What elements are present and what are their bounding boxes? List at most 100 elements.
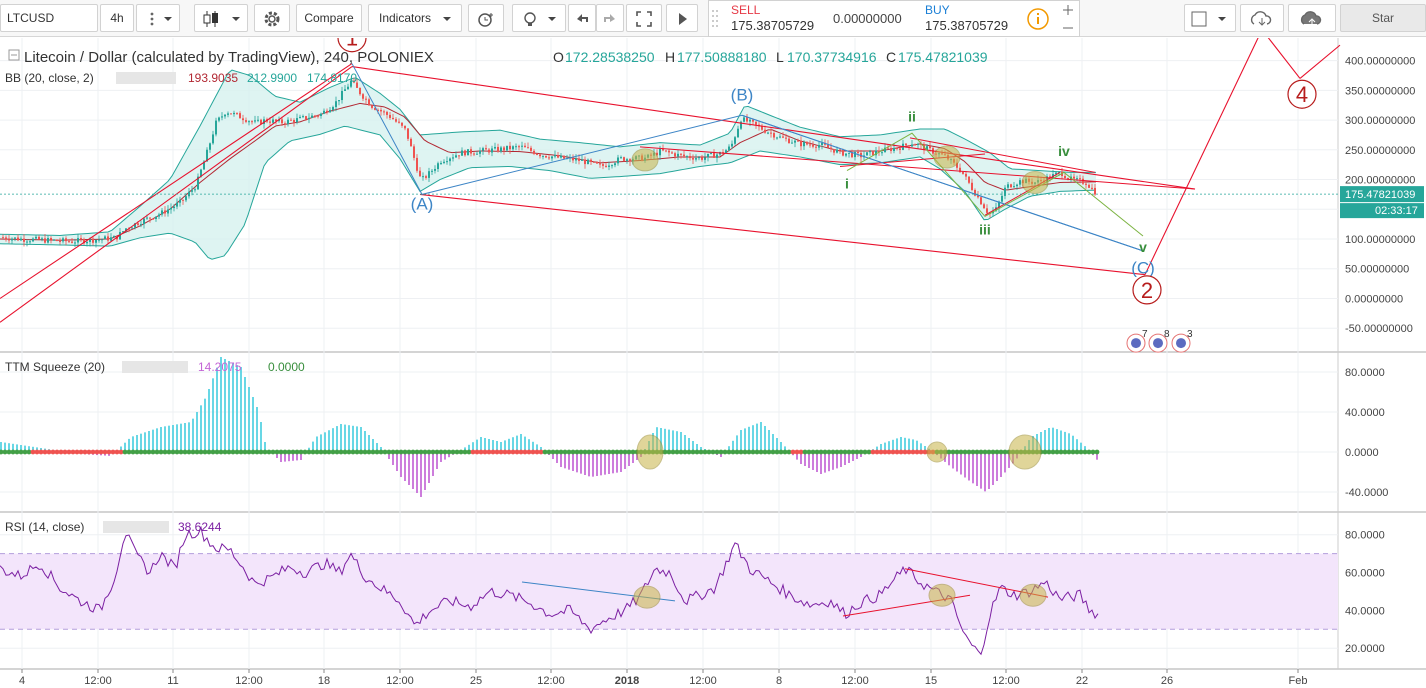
squeeze-dot	[534, 449, 540, 455]
candle-body	[437, 163, 439, 170]
wave-label[interactable]: 4	[1296, 82, 1308, 107]
wave-label[interactable]: 2	[1141, 278, 1153, 303]
candle-body	[842, 149, 844, 156]
ttm-bar	[1004, 452, 1006, 473]
wave-label[interactable]: (B)	[731, 85, 754, 104]
squeeze-dot	[978, 449, 984, 455]
highlight-ellipse[interactable]	[636, 434, 664, 470]
ttm-bar	[440, 452, 442, 462]
indicators-button[interactable]: Indicators	[368, 4, 462, 32]
highlight-ellipse[interactable]	[631, 148, 659, 172]
squeeze-dot	[218, 449, 224, 455]
rsi-legend-buttons[interactable]	[103, 521, 169, 533]
candle-body	[551, 156, 553, 159]
chart-style-button[interactable]	[194, 4, 248, 32]
candle-body	[23, 238, 25, 242]
ttm-bar	[504, 440, 506, 452]
undo-button[interactable]	[568, 4, 596, 32]
buy-button[interactable]: BUY 175.38705729	[915, 1, 1021, 36]
wave-label[interactable]: iv	[1058, 143, 1070, 159]
highlight-ellipse[interactable]	[1019, 583, 1047, 607]
highlight-ellipse[interactable]	[928, 583, 956, 607]
wave-marker-circle[interactable]	[1287, 79, 1317, 109]
fullscreen-button[interactable]	[626, 4, 662, 32]
wave-label[interactable]: (A)	[411, 194, 434, 213]
trendline[interactable]	[1299, 44, 1341, 79]
symbol-search[interactable]: LTCUSD	[0, 4, 98, 32]
ttm-legend[interactable]: TTM Squeeze (20) 14.2075 0.0000	[5, 360, 305, 374]
ttm-bar	[496, 441, 498, 452]
squeeze-dot	[326, 449, 332, 455]
trendline[interactable]	[1262, 38, 1301, 79]
wave-label[interactable]: ii	[908, 108, 916, 124]
squeeze-dot	[222, 449, 228, 455]
price-tick-label: 300.00000000	[1345, 115, 1415, 127]
candle-body	[908, 145, 910, 147]
redo-button[interactable]	[596, 4, 624, 32]
highlight-ellipse[interactable]	[933, 145, 961, 169]
bb-legend-buttons[interactable]	[116, 72, 176, 84]
quantity-plus-button[interactable]	[1057, 1, 1079, 18]
event-flag[interactable]: 3	[1171, 329, 1193, 353]
wave-marker-circle[interactable]	[337, 38, 367, 53]
settings-button[interactable]	[254, 4, 290, 32]
compare-button[interactable]: Compare	[296, 4, 362, 32]
rsi-legend[interactable]: RSI (14, close) 38.6244	[5, 520, 222, 534]
star-button[interactable]: Star	[1340, 4, 1426, 32]
info-button[interactable]	[1025, 6, 1051, 32]
squeeze-dot	[718, 449, 724, 455]
event-flag[interactable]: 8	[1148, 329, 1170, 353]
interval-menu-button[interactable]	[136, 4, 180, 32]
channel-line[interactable]	[839, 153, 986, 167]
wave-label[interactable]: v	[1139, 239, 1147, 255]
highlight-ellipse[interactable]	[1021, 171, 1049, 195]
squeeze-dot	[758, 449, 764, 455]
interval-button[interactable]: 4h	[100, 4, 134, 32]
wave-abc-line[interactable]	[741, 114, 1144, 252]
wave-label[interactable]: i	[845, 175, 849, 191]
ttm-bar	[408, 452, 410, 485]
channel-line[interactable]	[909, 137, 1096, 173]
trendline[interactable]	[351, 66, 1196, 190]
trendline[interactable]	[1144, 38, 1262, 275]
candle-body	[131, 227, 133, 229]
candle-body	[845, 153, 847, 156]
event-flag[interactable]: 7	[1126, 329, 1148, 353]
fullscreen-icon	[636, 11, 652, 27]
quantity-minus-button[interactable]	[1057, 19, 1079, 36]
candle-body	[890, 148, 892, 152]
wave-label[interactable]: (C)	[1131, 259, 1155, 278]
squeeze-dot	[458, 449, 464, 455]
candle-body	[326, 110, 328, 113]
squeeze-dot	[82, 449, 88, 455]
sell-button[interactable]: SELL 175.38705729	[721, 1, 825, 36]
layout-button[interactable]	[1184, 4, 1236, 32]
wave-label[interactable]: 1	[346, 38, 358, 51]
highlight-ellipse[interactable]	[1008, 434, 1042, 470]
candle-body	[62, 238, 64, 242]
ttm-bar	[472, 442, 474, 452]
load-layout-button[interactable]	[1240, 4, 1284, 32]
wave-marker-circle[interactable]	[1132, 275, 1162, 305]
squeeze-dot	[86, 449, 92, 455]
wave-label[interactable]: iii	[979, 221, 991, 237]
highlight-ellipse[interactable]	[633, 585, 661, 609]
save-layout-button[interactable]	[1288, 4, 1336, 32]
highlight-ellipse[interactable]	[926, 441, 948, 463]
squeeze-dot	[186, 449, 192, 455]
trendline[interactable]	[419, 193, 1146, 276]
trendline[interactable]	[0, 63, 353, 299]
candle-body	[239, 113, 241, 119]
drag-handle-icon[interactable]	[709, 1, 721, 36]
main-legend[interactable]: Litecoin / Dollar (calculated by Trading…	[5, 49, 988, 85]
wave-impulse-line[interactable]	[846, 132, 1144, 237]
channel-line[interactable]	[639, 146, 1196, 190]
collapse-legend-icon[interactable]	[8, 49, 20, 61]
theme-button[interactable]	[512, 4, 566, 32]
ttm-legend-buttons[interactable]	[122, 361, 188, 373]
play-button[interactable]	[666, 4, 698, 32]
alert-button[interactable]	[468, 4, 504, 32]
candle-body	[869, 151, 871, 153]
